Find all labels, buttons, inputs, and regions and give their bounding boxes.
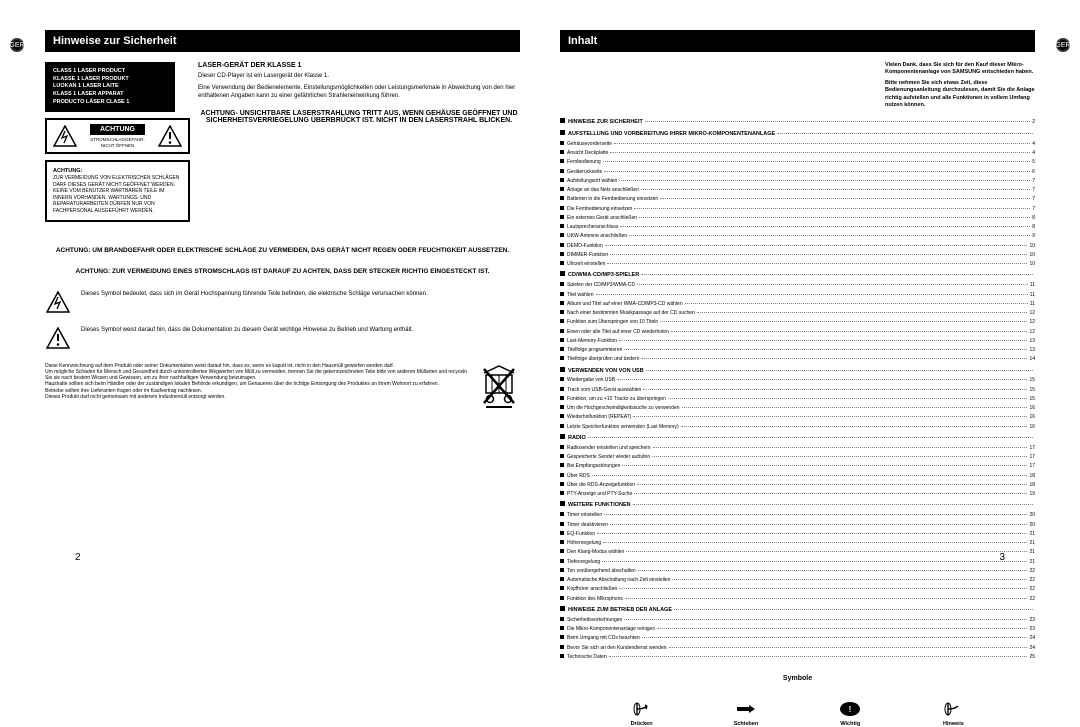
toc-item: Die Mikro-Komponentenanlage reinigen23 bbox=[560, 624, 1035, 633]
symbols-heading: Symbole bbox=[560, 675, 1035, 682]
toc-item: Über die RDS-Anzeigefunktion18 bbox=[560, 480, 1035, 489]
toc-item: Titelfolge programmieren13 bbox=[560, 345, 1035, 354]
toc-item: Den Klang-Modus wählen21 bbox=[560, 547, 1035, 556]
toc-item: Uhrzeit einstellen10 bbox=[560, 259, 1035, 268]
warning-2: ACHTUNG: ZUR VERMEIDUNG EINES STROMSCHLA… bbox=[53, 267, 512, 276]
page-right: Inhalt Vielen Dank, dass Sie sich für de… bbox=[540, 30, 1050, 578]
toc-section: HINWEISE ZUR SICHERHEIT2 bbox=[560, 115, 1035, 127]
page-title: Hinweise zur Sicherheit bbox=[45, 30, 520, 52]
toc-item: Timer einstellen20 bbox=[560, 510, 1035, 519]
toc-item: PTY-Anzeige und PTY-Suche19 bbox=[560, 489, 1035, 498]
toc-item: Über RDS18 bbox=[560, 471, 1035, 480]
toc-section: HINWEISE ZUM BETRIEB DER ANLAGE bbox=[560, 603, 1035, 615]
toc-item: Einen oder alle Titel auf einer CD wiede… bbox=[560, 327, 1035, 336]
caution-icon bbox=[156, 124, 184, 148]
caution-icon bbox=[45, 327, 71, 349]
toc-item: Radiosender einstellen und speichern17 bbox=[560, 443, 1035, 452]
laser-heading: LASER-GERÄT DER KLASSE 1 bbox=[198, 62, 520, 69]
toc-item: Aufstellungsort wählen7 bbox=[560, 176, 1035, 185]
achtung-body: ZUR VERMEIDUNG VON ELEKTRISCHEN SCHLÄGEN… bbox=[53, 175, 179, 214]
toc-section: VERWENDEN VON VON USB bbox=[560, 364, 1035, 376]
toc-item: Bei Empfangsstörungen17 bbox=[560, 461, 1035, 470]
page-number: 2 bbox=[75, 552, 81, 563]
achtung-label: ACHTUNG bbox=[90, 124, 145, 135]
toc-item: Track vom USB-Gerät auswählen15 bbox=[560, 385, 1035, 394]
toc-item: DEMO-Funktion10 bbox=[560, 241, 1035, 250]
shock-warning-icon bbox=[45, 291, 71, 313]
toc-section: AUFSTELLUNG UND VORBEREITUNG IHRER MIKRO… bbox=[560, 127, 1035, 139]
toc-item: Geräterückseite6 bbox=[560, 167, 1035, 176]
toc-section: RADIO bbox=[560, 431, 1035, 443]
symbol-legend-item: Schieben bbox=[734, 700, 758, 727]
weee-icon bbox=[480, 363, 520, 411]
laser-p2: Eine Verwendung der Bedienelemente, Eins… bbox=[198, 85, 520, 101]
toc-item: Kopfhörer anschließen22 bbox=[560, 584, 1035, 593]
laser-p1: Dieser CD-Player ist ein Lasergerät der … bbox=[198, 73, 520, 81]
toc-item: Automatische Abschaltung nach Zeit einst… bbox=[560, 575, 1035, 584]
thanks-text: Vielen Dank, dass Sie sich für den Kauf … bbox=[885, 62, 1035, 109]
toc-item: Um die Hochgeschwindigkeitssuche zu verw… bbox=[560, 403, 1035, 412]
class1-label-box: CLASS 1 LASER PRODUCTKLASSE 1 LASER PROD… bbox=[45, 62, 175, 112]
toc-item: Wiederholfunktion (REPEAT)16 bbox=[560, 412, 1035, 421]
toc-item: Gespeicherte Sender wieder aufrufen17 bbox=[560, 452, 1035, 461]
toc-item: Last-Memory-Funktion13 bbox=[560, 336, 1035, 345]
page-left: Hinweise zur Sicherheit CLASS 1 LASER PR… bbox=[30, 30, 540, 578]
symbols-row: Drücken Schieben !Wichtig Hinweis bbox=[560, 700, 1035, 727]
toc-item: Bevor Sie sich an den Kundendienst wende… bbox=[560, 643, 1035, 652]
achtung-subtext: STROMSCHLAGGEFAHR. NICHT ÖFFNEN bbox=[83, 137, 152, 148]
warning-1: ACHTUNG: UM BRANDGEFAHR ODER ELEKTRISCHE… bbox=[53, 246, 512, 255]
achtung-text-box: ACHTUNG: ZUR VERMEIDUNG VON ELEKTRISCHEN… bbox=[45, 160, 190, 222]
toc-item: Wiedergabe von USB15 bbox=[560, 375, 1035, 384]
shock-warning-icon bbox=[51, 124, 79, 148]
toc-item: EQ-Funktion21 bbox=[560, 529, 1035, 538]
toc-item: Technische Daten25 bbox=[560, 652, 1035, 661]
table-of-contents: HINWEISE ZUR SICHERHEIT2AUFSTELLUNG UND … bbox=[560, 115, 1035, 661]
toc-item: UKW-Antenne anschließen9 bbox=[560, 231, 1035, 240]
symbol-desc-1: Dieses Symbol bedeutet, dass sich im Ger… bbox=[81, 291, 428, 299]
toc-item: Titel wählen11 bbox=[560, 290, 1035, 299]
toc-item: Funktion des Mikrophons22 bbox=[560, 594, 1035, 603]
symbol-legend-item: !Wichtig bbox=[839, 700, 861, 727]
toc-item: Album und Titel auf einer WMA-CD/MP3-CD … bbox=[560, 299, 1035, 308]
toc-item: Tiefenregelung21 bbox=[560, 557, 1035, 566]
toc-item: Batterien in die Fernbedienung einsetzen… bbox=[560, 194, 1035, 203]
toc-item: Sicherheitsvorkehrungen23 bbox=[560, 615, 1035, 624]
toc-item: Die Fernbedienung einsetzen7 bbox=[560, 204, 1035, 213]
toc-item: Funktion zum Überspringen von 10 Titeln1… bbox=[560, 317, 1035, 326]
toc-item: Ton vorübergehend abschalten22 bbox=[560, 566, 1035, 575]
symbol-legend-item: Hinweis bbox=[942, 700, 964, 727]
toc-item: Spielen der CD/MP3/WMA-CD11 bbox=[560, 280, 1035, 289]
toc-section: CD/WMA-CD/MP3-SPIELER bbox=[560, 268, 1035, 280]
toc-item: Ansicht Deckplatte4 bbox=[560, 148, 1035, 157]
toc-item: Gehäusevorderseite4 bbox=[560, 139, 1035, 148]
toc-item: Anlage an das Netz anschließen7 bbox=[560, 185, 1035, 194]
toc-item: Funktion, um zu +10 Tracks zu überspring… bbox=[560, 394, 1035, 403]
toc-item: Titelfolge überprüfen und ändern14 bbox=[560, 354, 1035, 363]
disposal-text: Diese Kennzeichnung auf dem Produkt oder… bbox=[45, 363, 470, 411]
toc-item: Beim Umgang mit CDs beachten24 bbox=[560, 633, 1035, 642]
laser-warning: ACHTUNG- UNSICHTBARE LASERSTRAHLUNG TRIT… bbox=[198, 110, 520, 124]
achtung-bold: ACHTUNG: bbox=[53, 168, 82, 174]
toc-item: Timer deaktivieren20 bbox=[560, 520, 1035, 529]
toc-item: Nach einer bestimmten Musikpassage auf d… bbox=[560, 308, 1035, 317]
language-badge: GER bbox=[1056, 38, 1070, 52]
toc-item: Letzte Speicherfunktion verwenden (Last … bbox=[560, 422, 1035, 431]
toc-item: Ein externes Gerät anschließen8 bbox=[560, 213, 1035, 222]
page-title: Inhalt bbox=[560, 30, 1035, 52]
toc-item: Höhenregelung21 bbox=[560, 538, 1035, 547]
toc-item: Fernbedienung5 bbox=[560, 157, 1035, 166]
toc-item: DIMMER-Funktion10 bbox=[560, 250, 1035, 259]
toc-item: Lautsprecheranschluss8 bbox=[560, 222, 1035, 231]
page-number: 3 bbox=[999, 552, 1005, 563]
symbol-legend-item: Drücken bbox=[631, 700, 653, 727]
toc-section: WEITERE FUNKTIONEN bbox=[560, 498, 1035, 510]
language-badge: GER bbox=[10, 38, 24, 52]
symbol-desc-2: Dieses Symbol weist darauf hin, dass die… bbox=[81, 327, 413, 335]
svg-text:!: ! bbox=[849, 705, 852, 714]
